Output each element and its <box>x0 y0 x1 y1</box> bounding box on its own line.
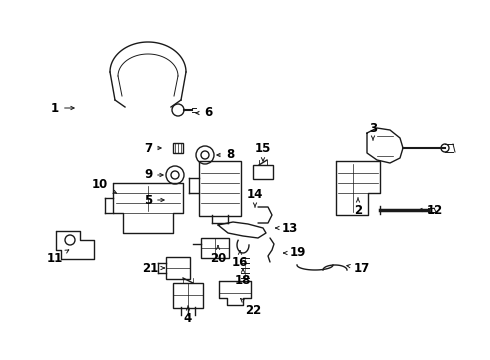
Text: 7: 7 <box>144 141 161 154</box>
Bar <box>173 143 183 153</box>
Text: 15: 15 <box>255 141 271 161</box>
Text: 9: 9 <box>144 168 163 181</box>
Text: 13: 13 <box>276 221 298 234</box>
Text: 6: 6 <box>196 107 212 120</box>
Text: 18: 18 <box>235 269 251 287</box>
Text: 22: 22 <box>241 298 261 316</box>
Text: 19: 19 <box>284 247 306 260</box>
Text: 16: 16 <box>232 251 248 270</box>
Text: 5: 5 <box>144 194 164 207</box>
Text: 11: 11 <box>47 250 69 265</box>
Text: 10: 10 <box>92 179 117 193</box>
Bar <box>253 165 273 179</box>
Text: 20: 20 <box>210 246 226 265</box>
Bar <box>199 161 241 216</box>
Bar <box>166 257 190 279</box>
Bar <box>201 238 229 258</box>
Text: 4: 4 <box>184 306 192 324</box>
Bar <box>173 283 203 308</box>
Text: 17: 17 <box>347 261 370 274</box>
Text: 3: 3 <box>369 122 377 140</box>
Text: 8: 8 <box>217 148 234 162</box>
Text: 1: 1 <box>51 102 74 114</box>
Text: 2: 2 <box>354 198 362 216</box>
Text: 14: 14 <box>247 189 263 207</box>
Text: 12: 12 <box>419 203 443 216</box>
Text: 21: 21 <box>142 261 164 274</box>
